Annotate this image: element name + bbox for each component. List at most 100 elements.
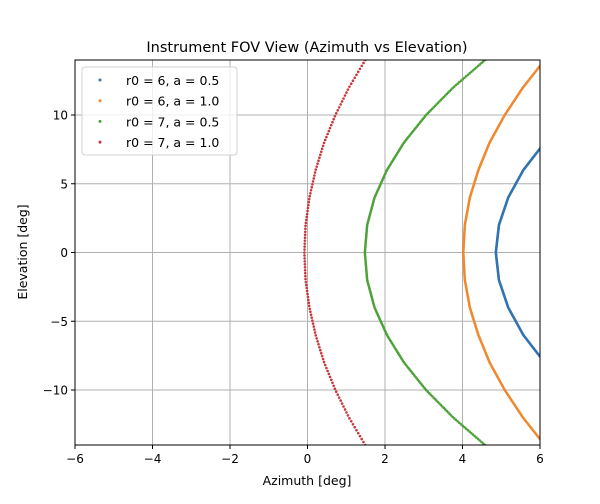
data-point: [345, 91, 348, 94]
data-point: [464, 74, 468, 78]
data-point: [360, 64, 364, 68]
x-tick-label: −4: [144, 452, 162, 466]
data-point: [319, 150, 323, 154]
data-point: [309, 313, 313, 316]
data-point: [315, 165, 318, 168]
data-point: [303, 263, 307, 266]
data-point: [458, 80, 461, 84]
data-point: [323, 138, 327, 142]
data-point: [321, 357, 325, 361]
data-point: [314, 334, 318, 337]
legend-label: r0 = 6, a = 1.0: [126, 94, 219, 109]
data-point: [346, 88, 350, 91]
data-point: [304, 218, 308, 222]
data-point: [303, 257, 306, 260]
legend-item: r0 = 7, a = 1.0: [98, 135, 219, 150]
legend-box: [81, 66, 238, 156]
data-point: [481, 442, 485, 445]
data-point: [307, 304, 311, 308]
data-point: [353, 425, 357, 429]
data-point: [307, 203, 310, 207]
data-point: [334, 390, 338, 393]
data-point: [333, 114, 337, 118]
data-point: [303, 254, 306, 257]
x-axis-label: Azimuth [deg]: [263, 473, 352, 488]
data-point: [327, 372, 331, 376]
y-tick-label: 5: [60, 177, 68, 191]
y-tick-label: 10: [53, 109, 68, 123]
series-1: [494, 146, 544, 361]
data-point: [337, 396, 341, 399]
series-2: [461, 63, 544, 444]
data-point: [541, 441, 544, 444]
data-point: [329, 378, 333, 382]
data-point: [307, 298, 310, 302]
data-point: [321, 144, 325, 148]
data-point: [328, 375, 332, 379]
data-point: [342, 405, 345, 408]
data-point: [306, 209, 309, 213]
legend-item: r0 = 6, a = 1.0: [98, 94, 219, 109]
data-point: [320, 147, 324, 151]
data-point: [473, 434, 477, 438]
legend-marker: [98, 140, 102, 144]
data-point: [471, 433, 475, 436]
x-tick-label: 4: [459, 452, 467, 466]
data-points: [303, 60, 544, 445]
series-4: [303, 60, 367, 445]
data-point: [311, 180, 315, 183]
data-point: [461, 424, 465, 428]
data-point: [464, 427, 468, 431]
data-point: [328, 126, 332, 130]
data-point: [355, 73, 358, 77]
data-point: [469, 70, 473, 74]
data-point: [355, 428, 358, 432]
data-point: [339, 399, 342, 402]
data-point: [310, 316, 314, 319]
data-point: [336, 393, 340, 396]
data-point: [458, 421, 461, 425]
data-point: [476, 437, 480, 441]
data-point: [475, 436, 478, 439]
data-point: [303, 248, 306, 251]
data-point: [308, 307, 312, 311]
data-point: [303, 242, 307, 245]
data-point: [541, 358, 544, 361]
data-point: [356, 431, 360, 435]
data-point: [349, 420, 353, 423]
legend-marker: [98, 78, 102, 82]
data-point: [318, 345, 321, 349]
data-point: [303, 245, 306, 248]
data-point: [304, 283, 308, 287]
data-point: [316, 340, 319, 343]
data-point: [316, 162, 319, 165]
chart-title: Instrument FOV View (Azimuth vs Elevatio…: [146, 40, 467, 56]
data-point: [311, 319, 314, 322]
data-point: [478, 63, 482, 66]
data-point: [346, 414, 350, 417]
data-point: [348, 417, 351, 420]
data-point: [317, 159, 320, 162]
data-point: [304, 221, 308, 225]
data-point: [319, 351, 323, 355]
data-point: [317, 343, 320, 346]
data-point: [461, 77, 465, 81]
data-point: [348, 85, 351, 88]
data-point: [540, 63, 543, 66]
data-point: [480, 440, 483, 444]
data-point: [340, 402, 344, 405]
data-point: [349, 82, 353, 85]
data-point: [459, 422, 463, 426]
data-point: [307, 200, 311, 204]
data-point: [325, 135, 328, 139]
data-point: [309, 310, 312, 314]
data-point: [305, 289, 309, 293]
data-point: [480, 61, 483, 65]
data-point: [309, 191, 312, 195]
data-point: [353, 76, 357, 80]
data-point: [478, 439, 482, 442]
data-point: [311, 183, 314, 186]
data-point: [466, 428, 470, 432]
data-point: [362, 440, 365, 444]
